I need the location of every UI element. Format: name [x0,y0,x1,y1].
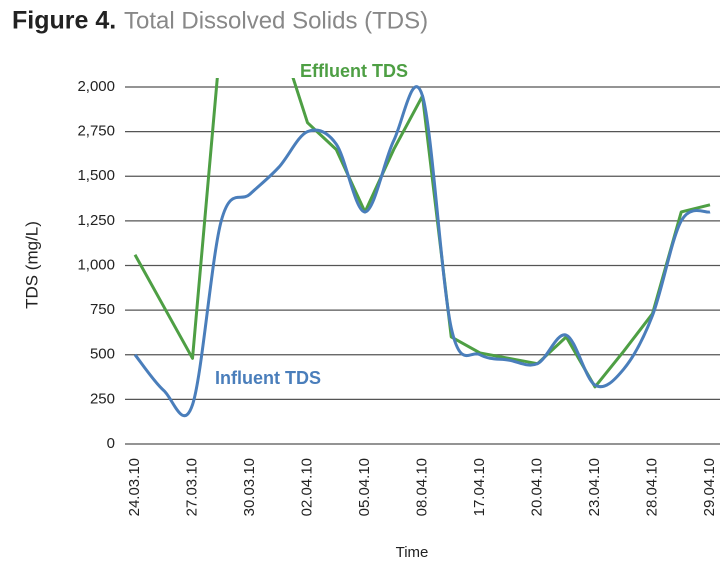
chart-title: Figure 4. [12,7,116,35]
x-tick-label: 17.04.10 [471,458,488,516]
x-tick-label: 28.04.10 [643,458,660,516]
y-axis-label: TDS (mg/L) [22,221,41,309]
y-tick-label: 1,500 [77,167,115,184]
y-tick-label: 2,750 [77,123,115,140]
y-tick-label: 2,000 [77,78,115,95]
y-tick-label: 1,000 [77,256,115,273]
plot-area [133,78,711,417]
x-tick-label: 02.04.10 [298,458,315,516]
y-tick-label: 1,250 [77,212,115,229]
series-line [133,85,711,417]
x-tick-label: 20.04.10 [528,458,545,516]
series-label: Effluent TDS [300,61,408,81]
x-tick-label: 05.04.10 [356,458,373,516]
x-tick-label: 29.04.10 [701,458,718,516]
y-tick-label: 750 [90,301,115,318]
x-tick-label: 08.04.10 [413,458,430,516]
x-tick-label: 30.03.10 [241,458,258,516]
y-tick-label: 0 [107,435,115,452]
x-tick-label: 27.03.10 [183,458,200,516]
y-tick-label: 500 [90,346,115,363]
x-tick-label: 24.03.10 [126,458,143,516]
x-tick-label: 23.04.10 [586,458,603,516]
chart-subtitle: Total Dissolved Solids (TDS) [124,7,428,34]
y-tick-label: 250 [90,390,115,407]
series-label: Influent TDS [215,368,321,388]
x-axis-label: Time [396,544,429,561]
